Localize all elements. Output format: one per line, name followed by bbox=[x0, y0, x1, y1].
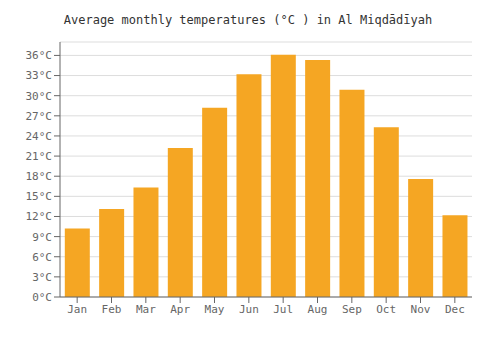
svg-text:12°C: 12°C bbox=[26, 210, 53, 223]
svg-text:Jul: Jul bbox=[273, 303, 293, 316]
svg-text:Feb: Feb bbox=[102, 303, 122, 316]
html-text:Average monthly temperatures (: Average monthly temperatures (°C ) in Al… bbox=[63, 13, 433, 27]
svg-text:18°C: 18°C bbox=[26, 170, 53, 183]
svg-text:Jan: Jan bbox=[67, 303, 87, 316]
svg-text:Dec: Dec bbox=[445, 303, 465, 316]
svg-text:15°C: 15°C bbox=[26, 190, 53, 203]
svg-text:21°C: 21°C bbox=[26, 150, 53, 163]
svg-text:30°C: 30°C bbox=[26, 90, 53, 103]
svg-text:May: May bbox=[205, 303, 225, 316]
svg-text:9°C: 9°C bbox=[32, 231, 52, 244]
svg-text:6°C: 6°C bbox=[32, 251, 52, 264]
svg-text:Oct: Oct bbox=[376, 303, 396, 316]
svg-text:0°C: 0°C bbox=[32, 291, 52, 304]
svg-text:27°C: 27°C bbox=[26, 110, 53, 123]
svg-text:24°C: 24°C bbox=[26, 130, 53, 143]
svg-text:Mar: Mar bbox=[136, 303, 156, 316]
svg-text:Aug: Aug bbox=[308, 303, 328, 316]
svg-text:Nov: Nov bbox=[411, 303, 431, 316]
svg-text:Apr: Apr bbox=[170, 303, 190, 316]
svg-text:36°C: 36°C bbox=[26, 49, 53, 62]
svg-text:33°C: 33°C bbox=[26, 69, 53, 82]
svg-text:Sep: Sep bbox=[342, 303, 362, 316]
svg-text:3°C: 3°C bbox=[32, 271, 52, 284]
svg-text:Jun: Jun bbox=[239, 303, 259, 316]
